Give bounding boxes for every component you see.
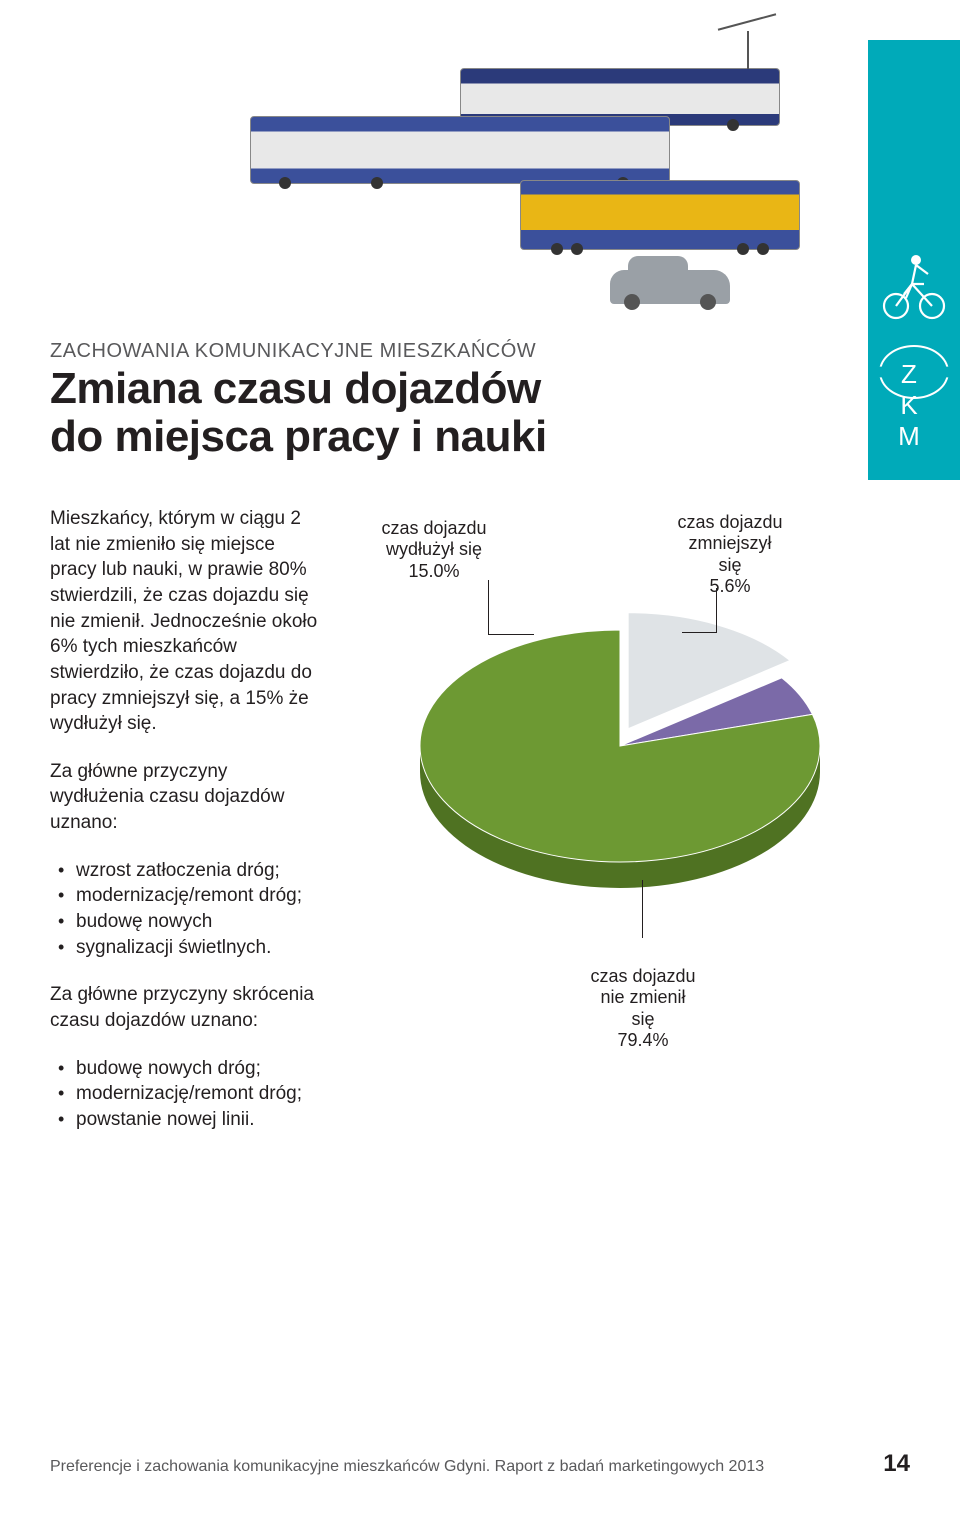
reasons-short-intro: Za główne przyczyny skrócenia czasu doja… (50, 982, 320, 1033)
header-illustration (50, 40, 910, 300)
list-item: modernizację/remont dróg; (50, 883, 320, 909)
page-title: Zmiana czasu dojazdów do miejsca pracy i… (50, 365, 910, 460)
list-item: powstanie nowej linii. (50, 1107, 320, 1133)
bus-icon (250, 116, 670, 184)
list-item: budowę nowych dróg; (50, 1056, 320, 1082)
pie-label-shorter: czas dojazdu zmniejszył się 5.6% (660, 490, 800, 620)
car-icon (610, 270, 730, 304)
leader-line (682, 632, 717, 633)
list-item: sygnalizacji świetlnych. (50, 935, 320, 961)
train-icon (520, 180, 800, 250)
pie-label-same: czas dojazdu nie zmienił się 79.4% (568, 944, 718, 1074)
reasons-short-list: budowę nowych dróg; modernizację/remont … (50, 1056, 320, 1133)
leader-line (488, 580, 489, 634)
leader-line (488, 634, 534, 635)
page-number: 14 (883, 1450, 910, 1478)
pie-chart (400, 596, 840, 916)
body-text-column: Mieszkańcy, którym w ciągu 2 lat nie zmi… (50, 506, 320, 1154)
leader-line (642, 880, 643, 938)
zkm-logo-text: Z K M (898, 359, 930, 451)
reasons-prolong-intro: Za główne przyczyny wydłużenia czasu doj… (50, 759, 320, 836)
list-item: modernizację/remont dróg; (50, 1081, 320, 1107)
pie-label-prolong: czas dojazdu wydłużył się 15.0% (364, 496, 504, 604)
zkm-logo: Z K M (891, 359, 937, 452)
footer-text: Preferencje i zachowania komunikacyjne m… (50, 1458, 764, 1476)
leader-line (716, 588, 717, 632)
pie-chart-area: czas dojazdu wydłużył się 15.0% czas doj… (350, 506, 910, 1154)
section-overline: ZACHOWANIA KOMUNIKACYJNE MIESZKAŃCÓW (50, 340, 910, 363)
reasons-prolong-list: wzrost zatłoczenia dróg; modernizację/re… (50, 858, 320, 961)
page-footer: Preferencje i zachowania komunikacyjne m… (50, 1450, 910, 1478)
list-item: budowę nowych (50, 909, 320, 935)
list-item: wzrost zatłoczenia dróg; (50, 858, 320, 884)
paragraph-intro: Mieszkańcy, którym w ciągu 2 lat nie zmi… (50, 506, 320, 737)
